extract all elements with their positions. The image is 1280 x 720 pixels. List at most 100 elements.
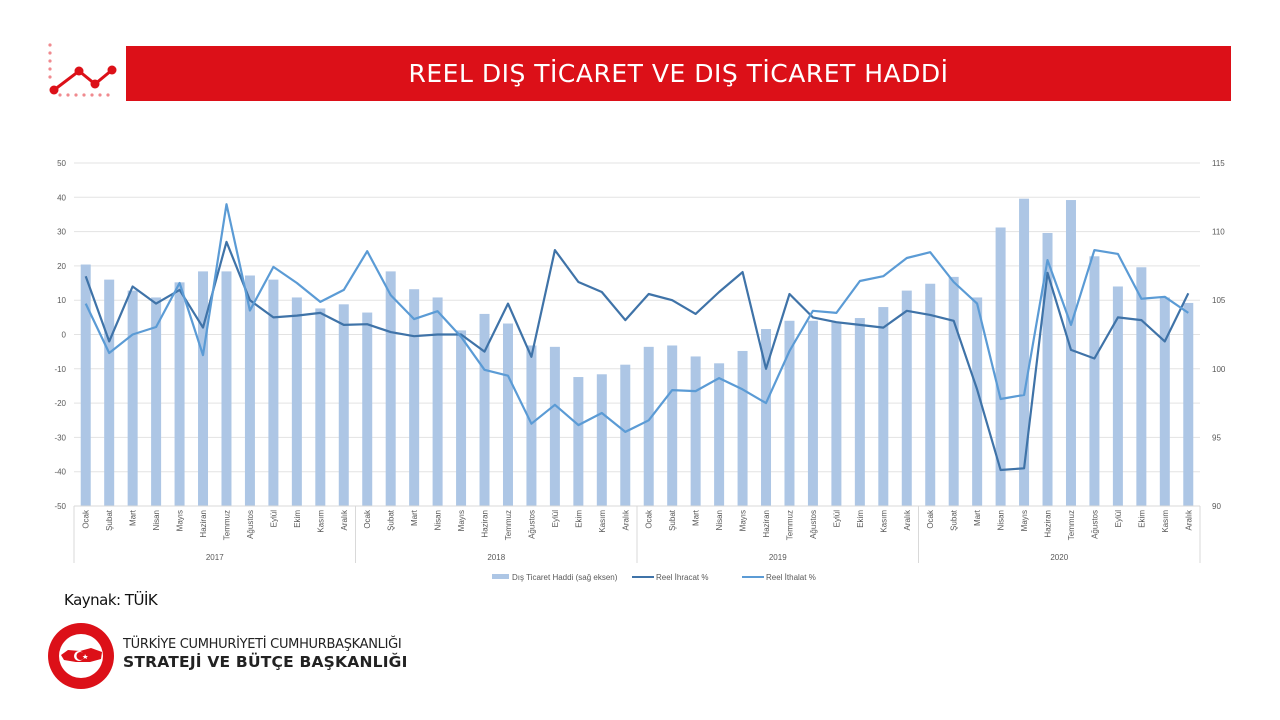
month-label: Kasım bbox=[598, 510, 607, 533]
title-banner: REEL DIŞ TİCARET VE DIŞ TİCARET HADDİ bbox=[126, 46, 1231, 101]
org-name-line2: STRATEJİ VE BÜTÇE BAŞKANLIĞI bbox=[123, 653, 408, 671]
month-label: Mart bbox=[410, 509, 419, 526]
bar-terms-of-trade bbox=[573, 377, 584, 506]
right-axis-tick: 105 bbox=[1212, 296, 1226, 305]
bar-terms-of-trade bbox=[151, 297, 162, 506]
right-axis-tick: 90 bbox=[1212, 502, 1221, 511]
month-label: Ekim bbox=[1137, 510, 1146, 528]
month-label: Eylül bbox=[1114, 510, 1123, 528]
bar-terms-of-trade bbox=[948, 276, 959, 506]
month-label: Kasım bbox=[879, 510, 888, 533]
bar-terms-of-trade bbox=[409, 289, 420, 506]
bar-terms-of-trade bbox=[291, 297, 302, 506]
month-label: Temmuz bbox=[1067, 510, 1076, 540]
source-note: Kaynak: TÜİK bbox=[64, 591, 158, 609]
bar-terms-of-trade bbox=[432, 297, 443, 506]
month-label: Nisan bbox=[997, 510, 1006, 530]
month-label: Haziran bbox=[762, 510, 771, 538]
month-label: Şubat bbox=[105, 509, 114, 531]
month-label: Ağustos bbox=[527, 510, 536, 539]
month-label: Mayıs bbox=[457, 510, 466, 531]
month-label: Haziran bbox=[1044, 510, 1053, 538]
right-axis-tick: 95 bbox=[1212, 433, 1221, 442]
left-axis-tick: -30 bbox=[54, 433, 66, 442]
month-label: Şubat bbox=[950, 509, 959, 531]
month-label: Ağustos bbox=[1090, 510, 1099, 539]
bar-terms-of-trade bbox=[385, 271, 396, 506]
month-label: Nisan bbox=[152, 510, 161, 530]
month-label: Eylül bbox=[269, 510, 278, 528]
month-label: Ocak bbox=[645, 509, 654, 529]
year-label: 2018 bbox=[487, 553, 505, 562]
bar-terms-of-trade bbox=[526, 345, 537, 506]
month-label: Şubat bbox=[387, 509, 396, 531]
legend-label: Dış Ticaret Haddi (sağ eksen) bbox=[512, 573, 618, 582]
right-axis-tick: 100 bbox=[1212, 365, 1226, 374]
month-label: Haziran bbox=[199, 510, 208, 538]
bar-terms-of-trade bbox=[104, 279, 115, 506]
month-label: Mayıs bbox=[1020, 510, 1029, 531]
month-label: Ocak bbox=[363, 509, 372, 529]
left-axis-tick: 40 bbox=[57, 193, 66, 202]
month-label: Temmuz bbox=[222, 510, 231, 540]
month-label: Aralık bbox=[621, 509, 630, 530]
chart-logo-icon bbox=[44, 40, 124, 102]
bar-terms-of-trade bbox=[549, 346, 560, 506]
left-axis-tick: -50 bbox=[54, 502, 66, 511]
bar-terms-of-trade bbox=[925, 283, 936, 506]
legend-label: Reel İthalat % bbox=[766, 573, 816, 582]
line-real-export bbox=[84, 240, 1190, 472]
month-label: Aralık bbox=[1184, 509, 1193, 530]
left-axis-tick: -20 bbox=[54, 399, 66, 408]
bar-terms-of-trade bbox=[620, 364, 631, 506]
bar-terms-of-trade bbox=[761, 329, 772, 506]
month-label: Kasım bbox=[316, 510, 325, 533]
bar-terms-of-trade bbox=[198, 271, 209, 506]
bar-terms-of-trade bbox=[502, 323, 513, 506]
line-real-import bbox=[84, 203, 1189, 433]
bar-terms-of-trade bbox=[362, 312, 373, 506]
right-axis-tick: 115 bbox=[1212, 159, 1225, 168]
left-axis-tick: 0 bbox=[62, 331, 67, 340]
month-label: Kasım bbox=[1161, 510, 1170, 533]
bar-terms-of-trade bbox=[80, 264, 91, 506]
month-label: Eylül bbox=[551, 510, 560, 528]
bar-terms-of-trade bbox=[1112, 286, 1123, 506]
sbb-seal-logo bbox=[46, 621, 116, 691]
month-label: Mart bbox=[129, 509, 138, 526]
bar-terms-of-trade bbox=[878, 307, 889, 506]
month-label: Temmuz bbox=[504, 510, 513, 540]
bar-terms-of-trade bbox=[807, 320, 818, 506]
bar-terms-of-trade bbox=[174, 282, 185, 506]
bar-terms-of-trade bbox=[1089, 256, 1100, 506]
month-label: Nisan bbox=[434, 510, 443, 530]
right-axis-tick: 110 bbox=[1212, 228, 1225, 237]
year-label: 2019 bbox=[769, 553, 787, 562]
month-label: Aralık bbox=[340, 509, 349, 530]
left-axis-tick: 50 bbox=[57, 159, 66, 168]
legend-label: Reel İhracat % bbox=[656, 573, 708, 582]
left-axis-tick: -40 bbox=[54, 468, 66, 477]
bar-terms-of-trade bbox=[221, 271, 232, 506]
month-label: Şubat bbox=[668, 509, 677, 531]
year-label: 2017 bbox=[206, 553, 224, 562]
bar-terms-of-trade bbox=[596, 374, 607, 506]
bar-terms-of-trade bbox=[1042, 232, 1053, 507]
bar-terms-of-trade bbox=[127, 290, 138, 506]
month-label: Mayıs bbox=[739, 510, 748, 531]
left-axis-tick: 30 bbox=[57, 228, 66, 237]
month-label: Ocak bbox=[926, 509, 935, 529]
month-label: Mayıs bbox=[176, 510, 185, 531]
bar-terms-of-trade bbox=[1136, 267, 1147, 506]
month-label: Aralık bbox=[903, 509, 912, 530]
left-axis-tick: -10 bbox=[54, 365, 66, 374]
bar-terms-of-trade bbox=[1065, 200, 1076, 506]
bar-terms-of-trade bbox=[667, 345, 678, 506]
month-label: Ekim bbox=[574, 510, 583, 528]
page-title: REEL DIŞ TİCARET VE DIŞ TİCARET HADDİ bbox=[408, 59, 949, 88]
month-label: Haziran bbox=[481, 510, 490, 538]
bar-terms-of-trade bbox=[643, 346, 654, 506]
month-label: Ekim bbox=[293, 510, 302, 528]
org-name-line1: TÜRKİYE CUMHURİYETİ CUMHURBAŞKANLIĞI bbox=[123, 637, 402, 652]
